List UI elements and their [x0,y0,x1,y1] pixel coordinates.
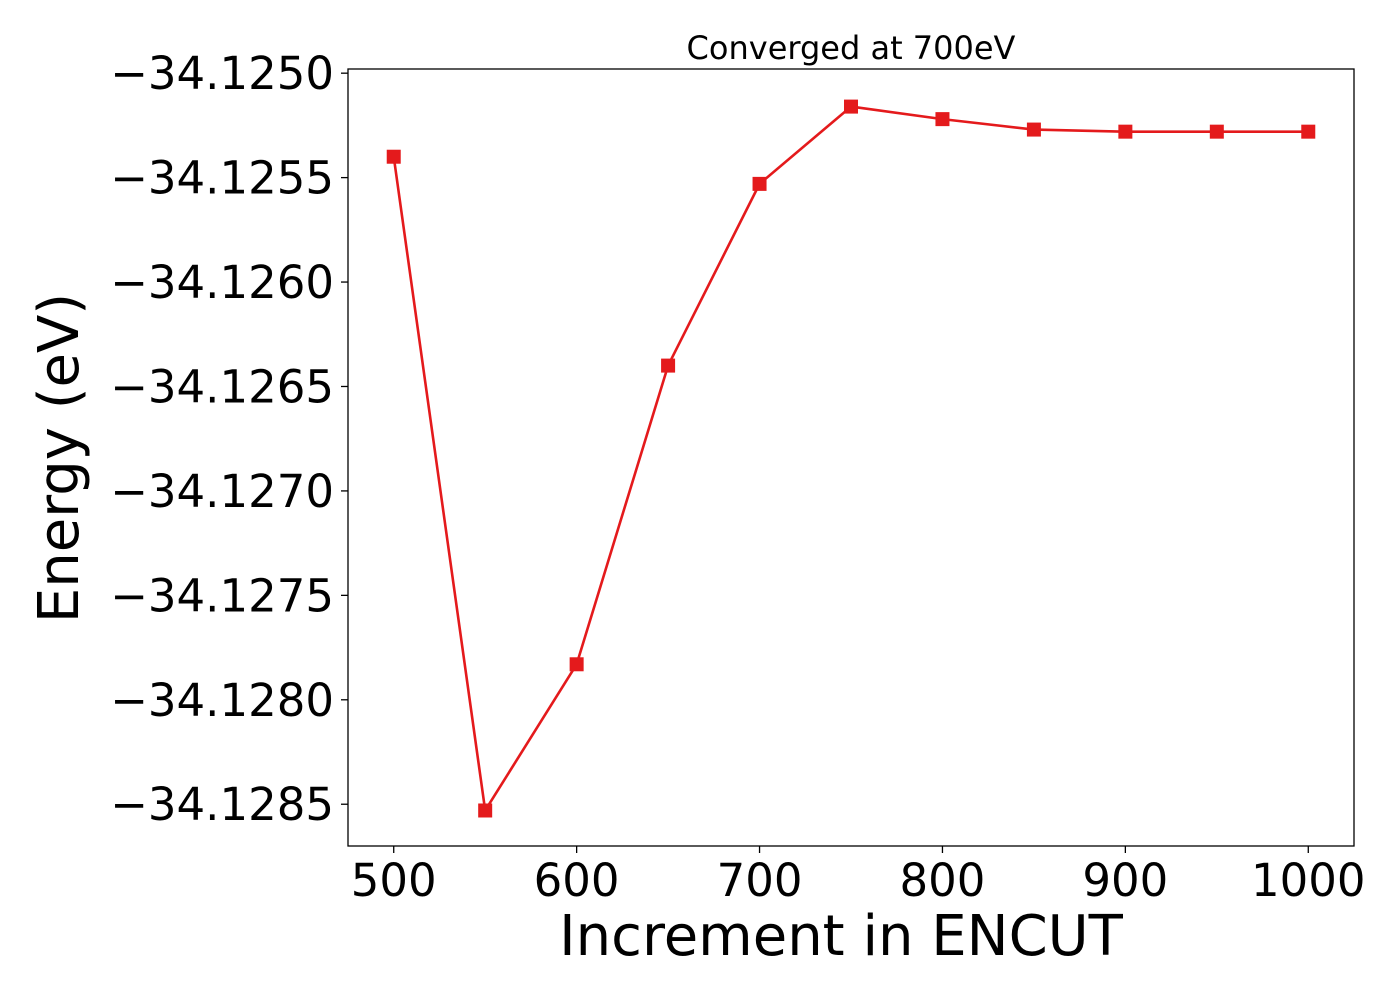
data-point-marker [478,803,493,818]
data-point-marker [1118,124,1133,139]
data-point-marker [569,657,584,672]
series-group [386,99,1316,818]
data-point-marker [935,112,950,127]
series-line [392,105,1309,812]
x-axis-label: Increment in ENCUT [559,904,1124,969]
data-point-marker [844,99,858,114]
y-axis: −34.1250 −34.1255 −34.1260 −34.1265 −34.1270… [110,47,348,831]
data-point-marker [752,176,767,191]
x-tick-label: 600 [534,854,620,907]
data-point-marker [386,149,401,164]
y-tick-label: −34.1250 [110,47,334,100]
y-tick-label: −34.1280 [110,674,334,727]
x-tick-label: 1000 [1251,854,1366,907]
chart-title: Converged at 700eV [687,29,1016,67]
y-tick-label: −34.1285 [110,778,334,831]
x-axis: 500 600 700 800 900 1000 [351,846,1366,907]
data-point-marker [661,358,676,373]
plot-area [347,68,1355,847]
x-tick-label: 900 [1082,854,1168,907]
data-point-marker [1209,124,1224,139]
y-tick-label: −34.1260 [110,256,334,309]
y-tick-label: −34.1265 [110,360,334,413]
x-tick-label: 700 [717,854,803,907]
y-tick-label: −34.1255 [110,152,334,205]
y-tick-label: −34.1275 [110,569,334,622]
data-point-marker [1301,124,1316,139]
y-axis-label: Energy (eV) [27,293,92,623]
data-point-marker [1026,122,1041,137]
y-tick-label: −34.1270 [110,465,334,518]
x-tick-label: 500 [351,854,437,907]
plot-frame [347,68,1355,847]
x-tick-label: 800 [900,854,986,907]
